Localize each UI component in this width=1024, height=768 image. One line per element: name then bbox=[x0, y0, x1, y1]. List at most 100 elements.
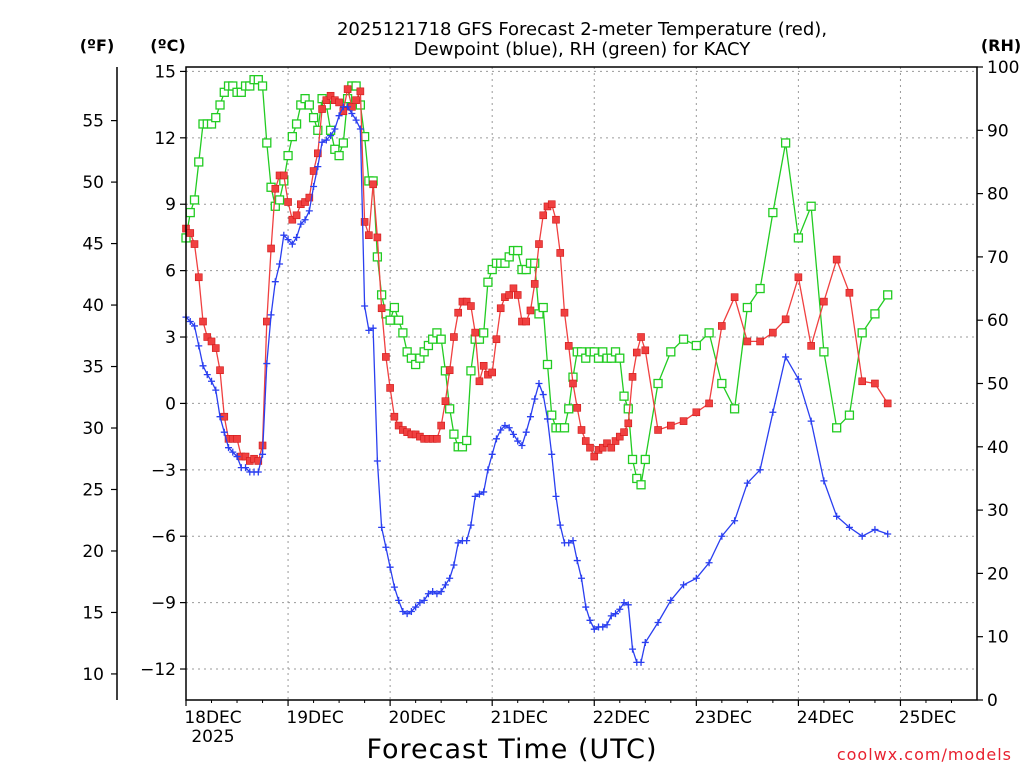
dewpoint-point bbox=[641, 638, 649, 646]
f-tick-label: 25 bbox=[82, 480, 104, 500]
temperature-point bbox=[505, 291, 514, 299]
rh-point bbox=[678, 334, 689, 344]
temperature-point bbox=[492, 335, 501, 344]
rh-point bbox=[538, 302, 548, 313]
temperature-point bbox=[284, 198, 292, 206]
dewpoint-point bbox=[373, 457, 381, 465]
temperature-point bbox=[637, 333, 645, 341]
dewpoint-point bbox=[446, 574, 454, 582]
rh-point bbox=[287, 131, 297, 142]
rh-point bbox=[372, 252, 383, 262]
dewpoint-point bbox=[233, 453, 241, 461]
rh-point bbox=[742, 302, 753, 313]
f-tick-label: 45 bbox=[82, 235, 104, 255]
temperature-point bbox=[488, 368, 496, 377]
rh-point bbox=[627, 454, 638, 465]
rh-tick-label: 100 bbox=[987, 58, 1019, 78]
dewpoint-point bbox=[271, 278, 279, 286]
temperature-point bbox=[871, 379, 879, 388]
rh-point bbox=[436, 334, 446, 344]
rh-point bbox=[806, 201, 816, 211]
temperature-point bbox=[820, 297, 828, 306]
grid bbox=[185, 67, 977, 700]
temperature-point bbox=[496, 304, 505, 313]
temperature-point bbox=[807, 342, 815, 350]
temperature-point bbox=[692, 408, 701, 417]
dewpoint-point bbox=[305, 207, 313, 215]
c-tick-label: 9 bbox=[165, 195, 176, 215]
x-tick-label: 25DEC bbox=[899, 708, 956, 728]
dewpoint-point bbox=[624, 601, 632, 609]
temperature-point bbox=[450, 333, 458, 341]
dewpoint-point bbox=[191, 322, 199, 330]
dewpoint-point bbox=[603, 621, 611, 629]
temperature-point bbox=[526, 306, 535, 315]
rh-point bbox=[870, 309, 880, 319]
dewpoint-point bbox=[471, 492, 479, 500]
x-tick-label: 20DEC bbox=[388, 708, 445, 728]
dewpoint-point bbox=[475, 490, 483, 498]
dewpoint-point bbox=[293, 233, 301, 241]
x-axis-title: Forecast Time (UTC) bbox=[366, 734, 657, 765]
rh-point bbox=[274, 195, 285, 205]
temperature-point bbox=[365, 231, 373, 240]
temperature-point bbox=[590, 452, 599, 461]
dewpoint-point bbox=[509, 430, 517, 438]
dewpoint-point bbox=[322, 136, 330, 144]
temperature-point bbox=[620, 428, 628, 436]
temperature-point bbox=[241, 452, 250, 461]
dewpoint-point bbox=[514, 437, 522, 445]
rh-point bbox=[283, 150, 293, 161]
dewpoint-point bbox=[794, 375, 802, 383]
dewpoint-point bbox=[208, 377, 216, 385]
rh-point bbox=[262, 138, 272, 148]
dewpoint-point bbox=[590, 625, 598, 633]
rh-point bbox=[704, 328, 714, 338]
temperature-point bbox=[390, 412, 399, 421]
c-tick-label: −3 bbox=[151, 461, 176, 481]
temperature-point bbox=[386, 384, 394, 392]
temperature-point bbox=[581, 437, 590, 445]
temperature-point bbox=[679, 417, 688, 425]
dewpoint-point bbox=[599, 623, 607, 631]
f-tick-label: 10 bbox=[82, 665, 104, 685]
rh-point bbox=[215, 100, 225, 110]
temperature-point bbox=[615, 432, 624, 441]
temperature-point bbox=[539, 211, 548, 220]
dewpoint-point bbox=[437, 588, 445, 596]
f-tick-label: 20 bbox=[82, 542, 104, 562]
rh-point bbox=[308, 112, 319, 123]
temperature-point bbox=[560, 308, 569, 317]
credit-link[interactable]: coolwx.com/models bbox=[837, 745, 1012, 764]
temperature-point bbox=[479, 361, 488, 370]
temperature-point bbox=[326, 91, 335, 100]
dewpoint-point bbox=[692, 574, 700, 582]
rh-tick-label: 80 bbox=[987, 185, 1009, 205]
c-tick-label: 12 bbox=[154, 129, 176, 149]
temperature-point bbox=[569, 379, 577, 388]
temperature-point bbox=[556, 249, 565, 257]
dewpoint-point bbox=[424, 590, 432, 598]
dewpoint-point bbox=[412, 603, 420, 611]
dewpoint-point bbox=[263, 360, 271, 368]
rh-tick-label: 40 bbox=[987, 438, 1009, 458]
rh-tick-label: 90 bbox=[987, 121, 1009, 141]
dewpoint-point bbox=[731, 517, 739, 525]
c-tick-label: −9 bbox=[151, 594, 176, 614]
dewpoint-point bbox=[463, 537, 471, 545]
dewpoint-point bbox=[845, 523, 853, 531]
dewpoint-point bbox=[488, 450, 496, 458]
temperature-point bbox=[628, 373, 637, 381]
dewpoint-point bbox=[522, 428, 530, 436]
x-tick-label: 21DEC bbox=[491, 708, 548, 728]
dewpoint-point bbox=[276, 260, 284, 268]
rh-point bbox=[615, 353, 625, 363]
dewpoint-point bbox=[884, 530, 892, 538]
dewpoint-point bbox=[301, 216, 309, 224]
temperature-point bbox=[373, 233, 382, 242]
dewpoint-point bbox=[667, 596, 675, 604]
x-tick-year-label: 2025 bbox=[191, 727, 234, 747]
temperature-point bbox=[356, 87, 365, 96]
rh-point bbox=[793, 233, 804, 243]
dewpoint-point bbox=[382, 543, 390, 551]
